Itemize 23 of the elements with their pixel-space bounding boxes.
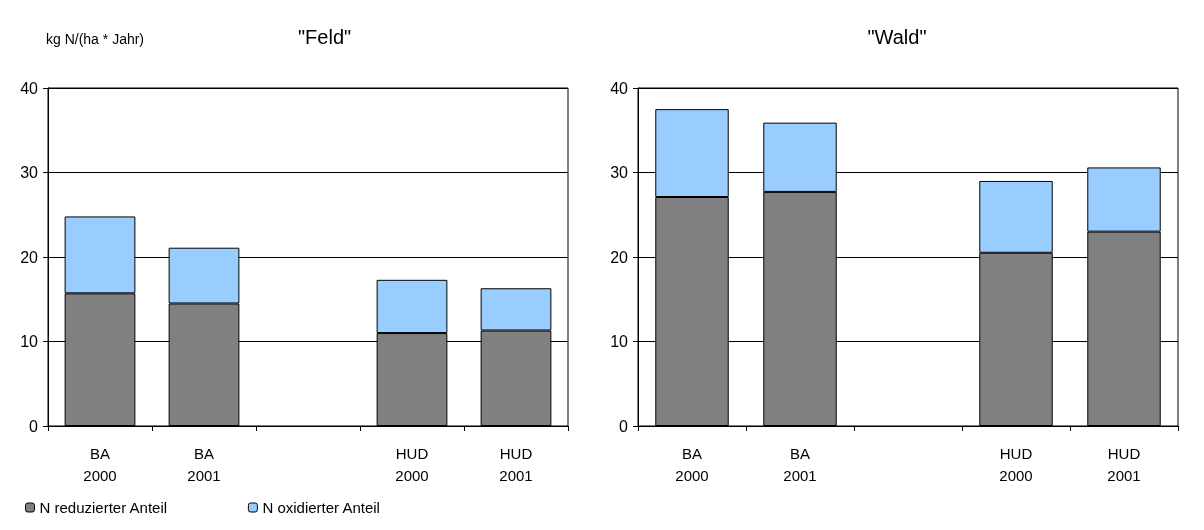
chart-title: "Feld" [298, 26, 352, 48]
x-tick-label: HUD 2000 [395, 444, 429, 484]
y-tick-label: 10 [20, 333, 39, 350]
y-tick-label: 0 [619, 417, 629, 435]
y-axis-title: kg N/(ha * Jahr) [46, 31, 145, 47]
x-tick-label: HUD 2001 [499, 444, 533, 484]
x-tick-label: BA 2001 [187, 444, 221, 484]
x-tick-label: BA 2000 [83, 444, 117, 484]
legend-label: N oxidierter Anteil [262, 499, 380, 516]
x-tick-label: BA 2001 [783, 444, 817, 484]
y-tick-label: 20 [610, 248, 629, 266]
legend-label: N reduzierter Anteil [39, 499, 168, 516]
chart-title: "Wald" [867, 26, 927, 48]
y-tick-label: 30 [610, 164, 629, 181]
x-tick-label: HUD 2001 [1107, 444, 1141, 484]
y-tick-label: 10 [610, 333, 629, 350]
y-tick-label: 40 [20, 79, 39, 97]
x-tick-label: HUD 2000 [999, 444, 1033, 484]
y-tick-label: 0 [29, 417, 39, 435]
y-tick-label: 30 [20, 164, 39, 181]
y-tick-label: 20 [20, 248, 39, 266]
x-tick-label: BA 2000 [675, 444, 709, 484]
y-tick-label: 40 [610, 79, 629, 97]
